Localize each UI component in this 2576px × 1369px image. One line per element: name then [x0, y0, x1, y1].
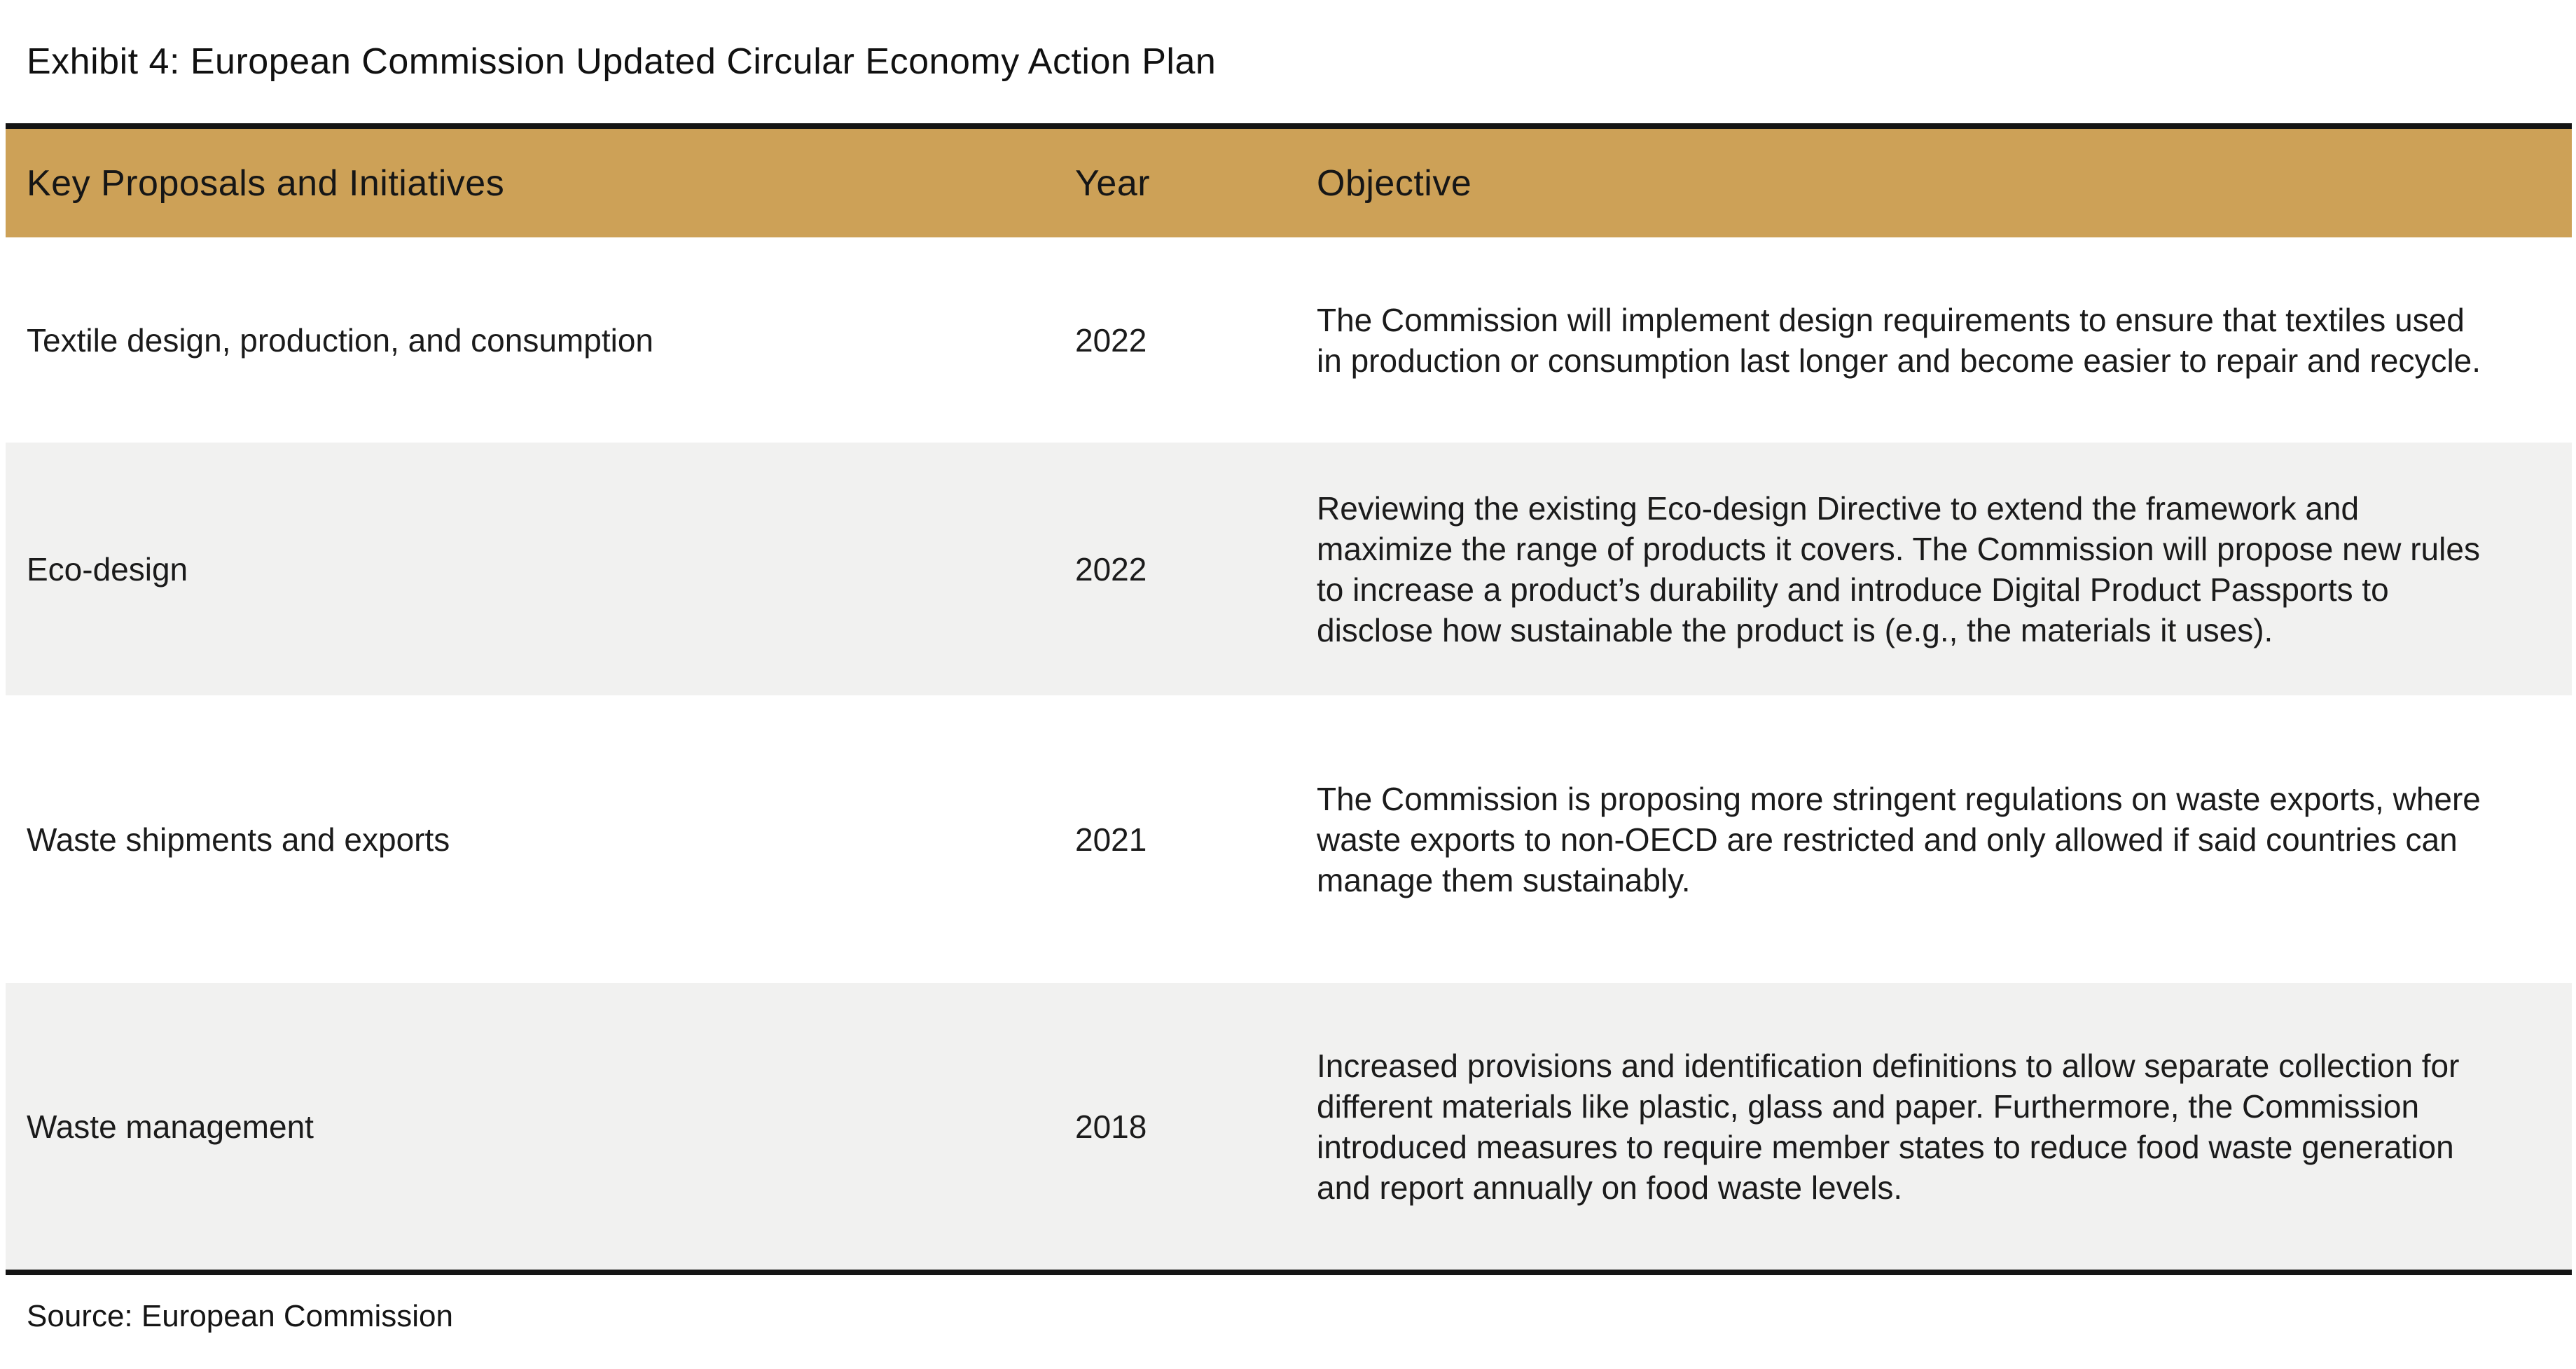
proposal-cell: Waste shipments and exports: [27, 821, 450, 858]
proposal-cell: Eco-design: [27, 550, 188, 588]
year-cell: 2021: [1075, 821, 1147, 858]
table-row: Eco-design 2022 Reviewing the existing E…: [6, 443, 2572, 695]
proposal-cell: Textile design, production, and consumpt…: [27, 321, 654, 359]
table-header-row: Key Proposals and Initiatives Year Objec…: [6, 129, 2572, 237]
table-row: Waste management 2018 Increased provisio…: [6, 983, 2572, 1270]
column-header-year: Year: [1075, 162, 1151, 204]
objective-cell: Increased provisions and identification …: [1317, 1047, 2460, 1206]
proposal-cell: Waste management: [27, 1108, 314, 1145]
table-row: Textile design, production, and consumpt…: [6, 237, 2572, 443]
objective-cell: The Commission will implement design req…: [1317, 301, 2481, 379]
source-attribution: Source: European Commission: [27, 1299, 453, 1333]
exhibit-title: Exhibit 4: European Commission Updated C…: [27, 41, 1217, 82]
year-cell: 2022: [1075, 321, 1147, 359]
table-row: Waste shipments and exports 2021 The Com…: [6, 695, 2572, 983]
year-cell: 2018: [1075, 1108, 1147, 1145]
objective-cell: Reviewing the existing Eco-design Direct…: [1317, 489, 2480, 648]
objective-cell: The Commission is proposing more stringe…: [1317, 780, 2481, 898]
column-header-proposals: Key Proposals and Initiatives: [27, 162, 505, 204]
column-header-objective: Objective: [1317, 162, 1472, 204]
year-cell: 2022: [1075, 550, 1147, 588]
action-plan-table: Key Proposals and Initiatives Year Objec…: [6, 123, 2572, 1275]
